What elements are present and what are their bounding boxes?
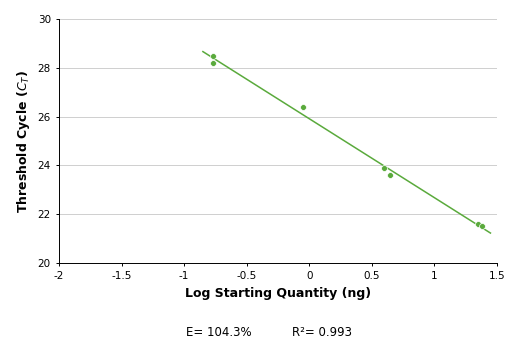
Point	[477, 224, 486, 229]
Point	[209, 53, 217, 58]
Point	[299, 104, 307, 110]
Text: R²= 0.993: R²= 0.993	[292, 327, 353, 340]
Point	[386, 173, 395, 178]
Point	[380, 165, 388, 171]
X-axis label: Log Starting Quantity (ng): Log Starting Quantity (ng)	[185, 287, 371, 300]
Point	[209, 60, 217, 66]
Y-axis label: Threshold Cycle ($C_T$): Threshold Cycle ($C_T$)	[15, 69, 32, 213]
Point	[474, 221, 482, 227]
Text: E= 104.3%: E= 104.3%	[186, 327, 251, 340]
